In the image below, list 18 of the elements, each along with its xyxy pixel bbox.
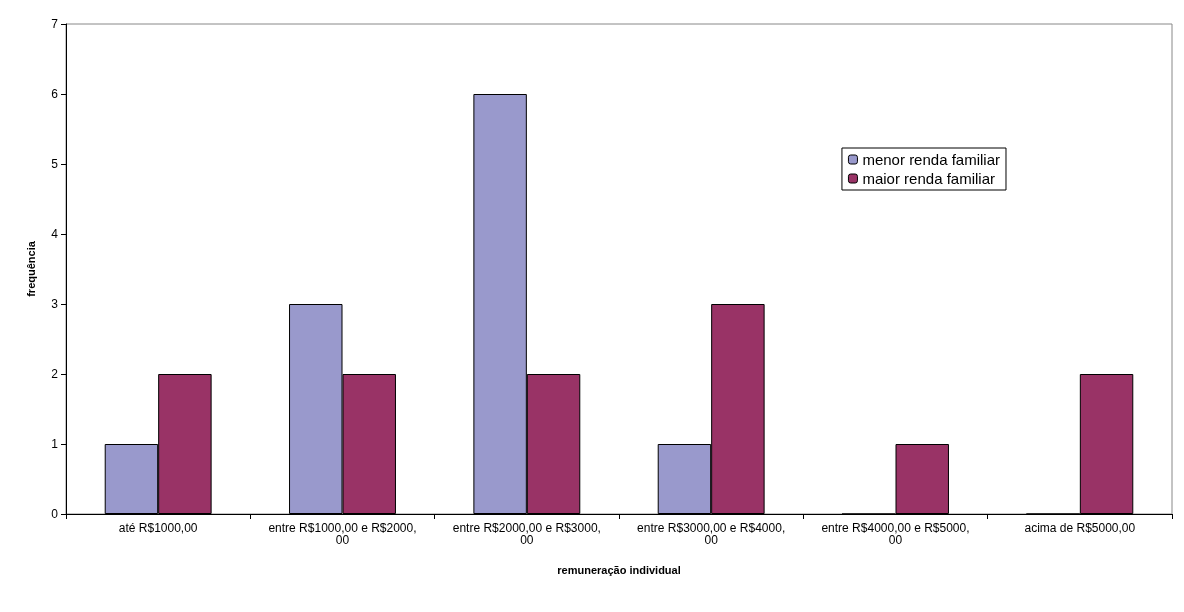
y-axis-title: frequência — [24, 240, 37, 297]
x-tick-label: entre R$3000,00 e R$4000,00 — [637, 521, 786, 547]
y-tick-label: 2 — [51, 367, 59, 381]
x-tick-label: acima de R$5000,00 — [1024, 521, 1136, 535]
y-tick-label: 3 — [51, 297, 59, 311]
y-tick-label: 7 — [51, 17, 59, 31]
legend-label: maior renda familiar — [862, 170, 995, 187]
x-tick-label: entre R$1000,00 e R$2000,00 — [268, 521, 417, 547]
x-tick-label: entre R$2000,00 e R$3000,00 — [452, 521, 601, 547]
x-axis-title: remuneração individual — [557, 563, 681, 576]
x-tick-label: até R$1000,00 — [118, 521, 198, 535]
y-tick-label: 1 — [51, 437, 59, 451]
y-tick-label: 0 — [51, 507, 59, 521]
y-tick-label: 5 — [51, 157, 59, 171]
y-tick-label: 4 — [51, 227, 59, 241]
legend-label: menor renda familiar — [862, 151, 1001, 168]
x-tick-label: entre R$4000,00 e R$5000,00 — [821, 521, 970, 547]
y-tick-label: 6 — [51, 87, 59, 101]
